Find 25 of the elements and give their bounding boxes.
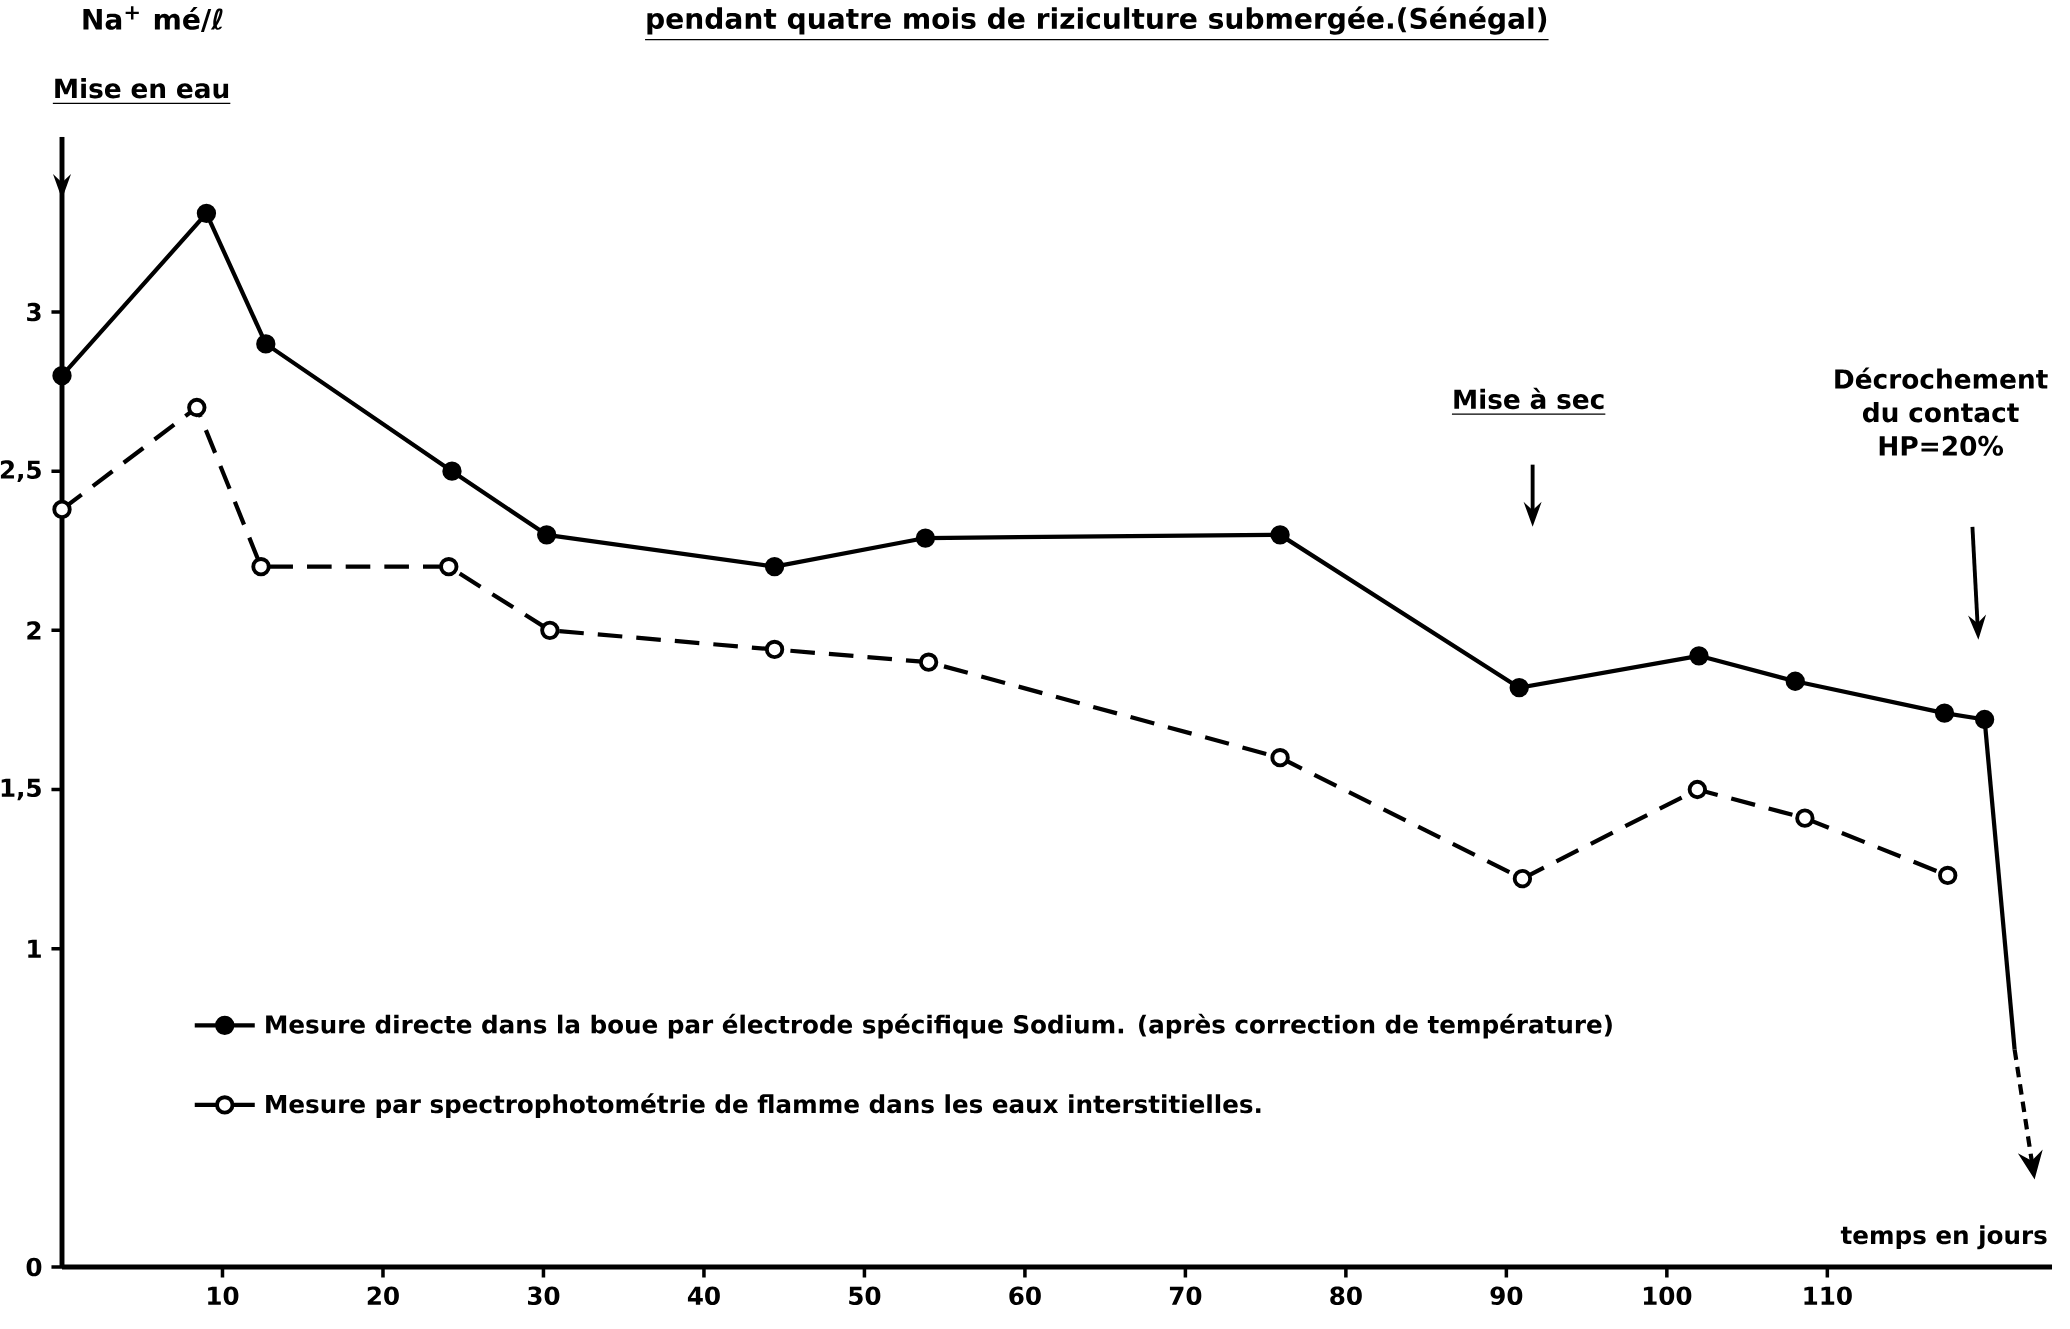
x-tick-label: 30	[527, 1286, 560, 1306]
y-tick-label: 1,5	[1, 778, 41, 801]
y-tick-label: 3	[27, 302, 41, 322]
legend-label: Mesure directe dans la boue par électrode spécifique Sodium. (après correction de température)	[266, 1013, 1612, 1039]
y-tick-label: 1	[28, 939, 41, 958]
x-tick-label: 50	[849, 1286, 881, 1306]
x-tick-label: 80	[1330, 1286, 1362, 1306]
annotation: Décrochement du contact HP=20%	[1835, 367, 2048, 456]
y-tick-label: 2,5	[0, 460, 41, 483]
chart-title: pendant quatre mois de riziculture submergée.(Sénégal)	[647, 6, 1547, 35]
text: Mise en eau	[55, 78, 229, 99]
x-axis-title: temps en jours	[1840, 1225, 2047, 1250]
x-tick-label: 70	[1169, 1286, 1202, 1306]
y-tick-label: 2	[27, 621, 41, 640]
x-tick-label: 90	[1490, 1286, 1523, 1306]
y-tick-label: 0	[26, 1257, 42, 1277]
x-tick-label: 60	[1009, 1286, 1041, 1306]
x-tick-label: 110	[1804, 1286, 1852, 1306]
x-tick-label: 100	[1643, 1286, 1692, 1306]
x-tick-label: 20	[367, 1286, 399, 1306]
y-axis-title: Na$^{+}$ mé/ℓ	[83, 6, 223, 32]
annotation: Mise à sec	[1454, 387, 1604, 410]
x-tick-label: 40	[687, 1286, 720, 1306]
x-tick-label: 10	[208, 1286, 239, 1306]
legend-label: Mesure par spectrophotométrie de flamme dans les eaux interstitielles.	[266, 1093, 1261, 1119]
